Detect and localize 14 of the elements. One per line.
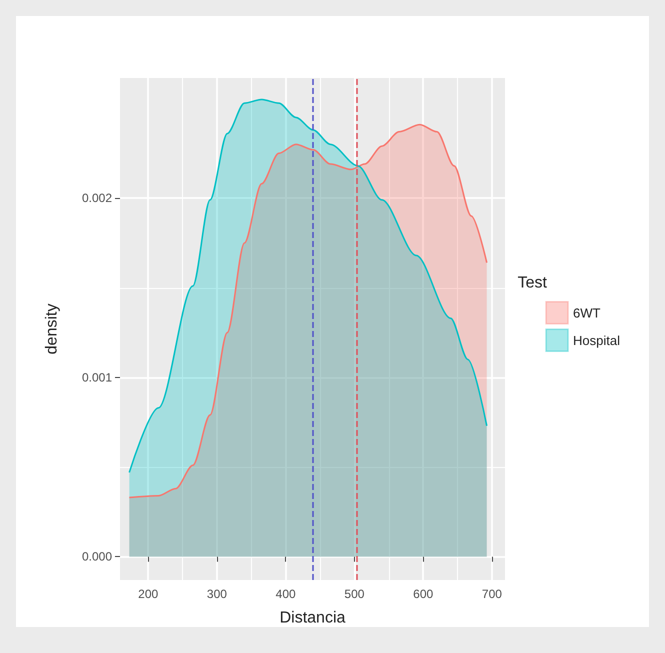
x-tick-label: 300: [206, 587, 228, 601]
x-axis-title: Distancia: [280, 610, 346, 626]
y-tick-label: 0.002: [82, 191, 112, 206]
y-tick-label: 0.000: [82, 550, 112, 564]
legend-title: Test: [518, 274, 548, 292]
y-axis-title: density: [44, 304, 60, 354]
x-tick-label: 400: [276, 587, 296, 601]
y-tick-label: 0.001: [82, 370, 112, 384]
x-tick-label: 700: [482, 587, 502, 601]
x-tick-label: 200: [138, 587, 159, 601]
legend-label: 6WT: [573, 305, 601, 320]
legend-label: Hospital: [573, 332, 620, 348]
x-tick-label: 600: [413, 587, 434, 601]
x-tick-label: 500: [344, 587, 365, 601]
